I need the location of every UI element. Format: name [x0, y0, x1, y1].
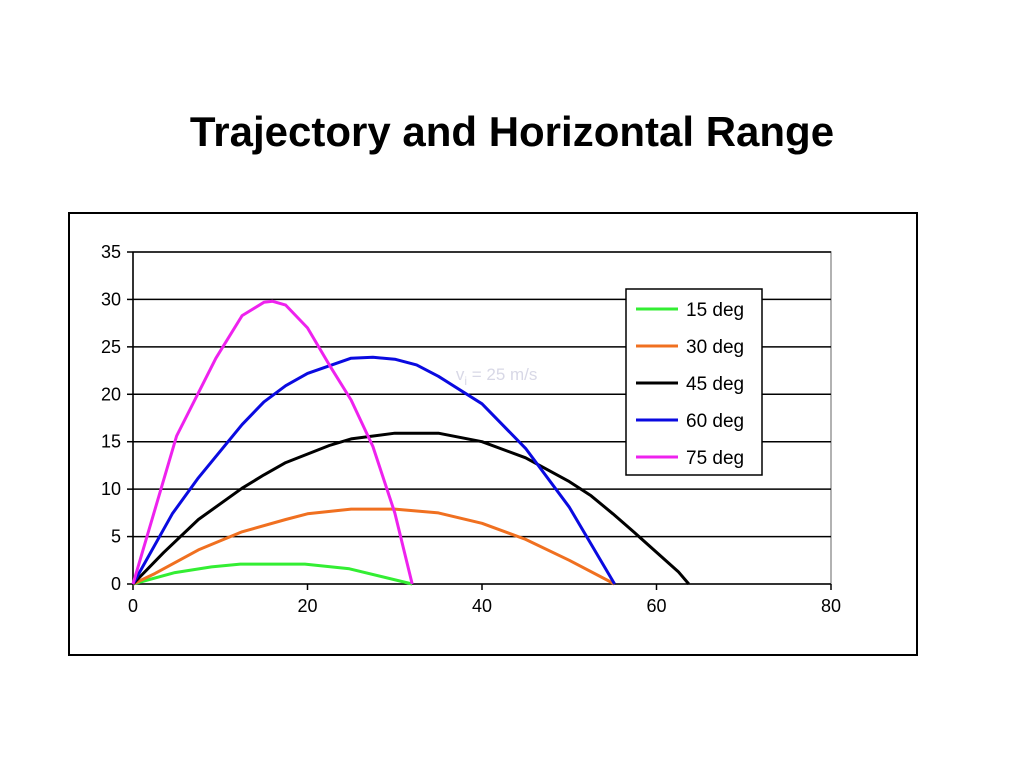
y-tick-label-10: 10 — [101, 479, 121, 499]
y-tick-label-35: 35 — [101, 242, 121, 262]
trajectory-chart: 0 5 10 15 20 25 30 35 0 20 40 60 80 vi = 25 m/s 15 deg… — [101, 242, 841, 616]
legend-label-3: 60 deg — [686, 411, 744, 432]
slide-title: Trajectory and Horizontal Range — [189, 108, 835, 155]
series-line-2 — [131, 431, 690, 586]
legend-label-1: 30 deg — [686, 337, 744, 358]
x-tick-label-20: 20 — [297, 596, 317, 616]
x-tick-label-40: 40 — [472, 596, 492, 616]
y-tick-label-5: 5 — [111, 527, 121, 547]
velocity-annotation: vi = 25 m/s — [456, 365, 538, 388]
series-line-3 — [131, 355, 616, 585]
legend-label-4: 75 deg — [686, 448, 744, 469]
x-tick-label-80: 80 — [821, 596, 841, 616]
chart-frame: 0 5 10 15 20 25 30 35 0 20 40 60 80 vi = 25 m/s 15 deg… — [68, 212, 918, 656]
y-tick-label-20: 20 — [101, 384, 121, 404]
legend-label-2: 45 deg — [686, 374, 744, 395]
series-line-4 — [131, 299, 414, 585]
x-tick-label-0: 0 — [128, 596, 138, 616]
series-line-1 — [132, 507, 616, 586]
series-line-0 — [132, 562, 413, 586]
y-tick-label-25: 25 — [101, 337, 121, 357]
y-tick-label-0: 0 — [111, 574, 121, 594]
y-tick-label-30: 30 — [101, 289, 121, 309]
x-tick-label-60: 60 — [646, 596, 666, 616]
legend-label-0: 15 deg — [686, 300, 744, 321]
y-tick-label-15: 15 — [101, 432, 121, 452]
